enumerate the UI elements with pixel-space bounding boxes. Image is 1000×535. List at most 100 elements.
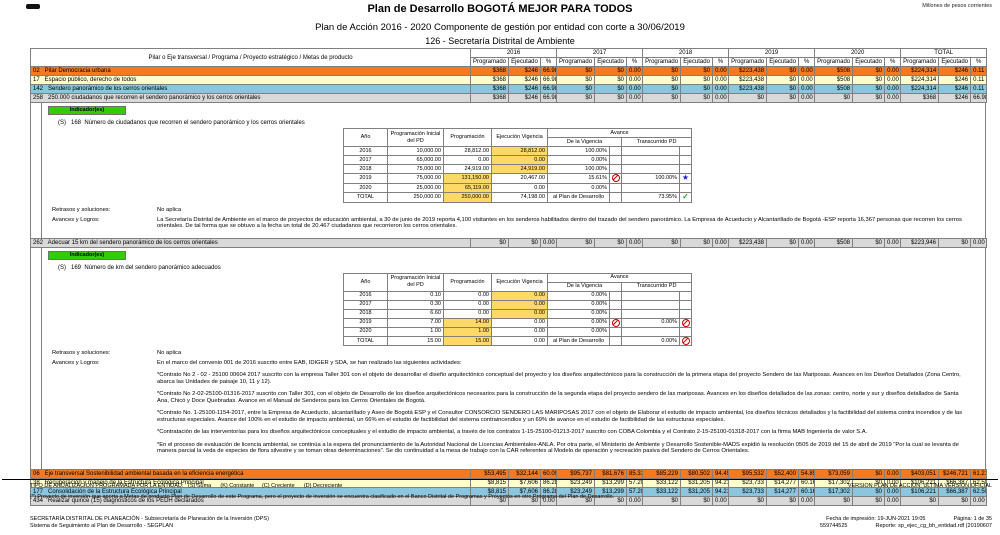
cell-value: $0 xyxy=(680,237,713,248)
cell-value: $368 xyxy=(470,84,509,94)
cell-value: $0 xyxy=(852,84,886,94)
indicator-transcurrido-flag xyxy=(679,326,692,337)
cell-value: $368 xyxy=(470,75,509,85)
indicator-vigencia-flag xyxy=(609,183,622,193)
indicator-table-168: Año Programación Inicial del PD Programa… xyxy=(343,128,692,203)
cell-value: $246 xyxy=(508,93,541,103)
cell-value: $0 xyxy=(852,93,886,103)
col-programacion: Programación xyxy=(443,128,492,147)
group2-table: 06 Eje transversal Sostenibilidad ambien… xyxy=(30,468,987,506)
col-de-la-vigencia: De la Vigencia xyxy=(547,137,622,147)
check-icon xyxy=(682,194,689,202)
no-entry-icon xyxy=(611,174,620,183)
row-label: 434 Realizar quince (15) diagnósticos de… xyxy=(30,495,471,506)
row-label: 17 Espacio público, derecho de todos xyxy=(30,75,471,85)
cell-value: $368 xyxy=(470,93,509,103)
cell-value: 0.00 xyxy=(884,75,902,85)
cell-value: $0 xyxy=(766,84,800,94)
table-row: 17 Espacio público, derecho de todos $368… xyxy=(30,75,988,85)
indicator-prog-inicial: 6.60 xyxy=(387,308,444,319)
cell-value: $0 xyxy=(556,66,596,76)
indicator-programacion: 24,919.00 xyxy=(443,164,492,174)
indicator-programacion: 14.00 xyxy=(443,317,492,328)
cell-value: $0 xyxy=(642,84,682,94)
indicator-avance-vigencia: 0.00% xyxy=(547,290,610,301)
indicator-programacion: 15.00 xyxy=(443,335,492,347)
table-row: 06 Eje transversal Sostenibilidad ambien… xyxy=(30,468,987,479)
cell-value: $0 xyxy=(852,237,885,248)
page-title: Plan de Desarrollo BOGOTÁ MEJOR PARA TOD… xyxy=(367,3,633,15)
report-name: Reporte: sp_ejec_cg_bh_entidad.rdf (2019… xyxy=(875,523,992,529)
cell-value: $0 xyxy=(680,93,714,103)
main-table: Pilar o Eje transversal / Programa / Pro… xyxy=(30,48,988,103)
indicator-year: 2016 xyxy=(343,290,388,301)
cell-value: $0 xyxy=(556,75,596,85)
indicator-programacion: 28,812.00 xyxy=(443,146,492,156)
col-pct: % xyxy=(798,57,816,67)
year-header-2016: 2016 xyxy=(469,48,558,58)
cell-value: 60.09 xyxy=(540,468,557,479)
table-row: 258 250.000 ciudadanos que recorren el s… xyxy=(30,93,988,103)
indicator-row: 2016 10,000.00 28,812.00 28,812.00 100.00% xyxy=(343,146,692,156)
indicator-transcurrido-flag xyxy=(679,155,692,165)
cell-value: $0 xyxy=(680,66,714,76)
cell-value: $223,438 xyxy=(728,66,768,76)
indicator-avance-vigencia: al Plan de Desarrollo xyxy=(547,192,610,203)
cell-value: 0.00 xyxy=(712,84,730,94)
cell-value: $223,946 xyxy=(900,237,939,248)
year-header-total: TOTAL xyxy=(900,48,988,58)
indicator-ejecucion: 74,198.00 xyxy=(491,192,548,203)
cell-value: $0 xyxy=(814,93,854,103)
cell-value: 54.85 xyxy=(798,468,815,479)
cell-value: 0.00 xyxy=(798,237,815,248)
col-pct: % xyxy=(884,57,902,67)
indicator-row: 2020 1.00 1.00 0.00 0.00% xyxy=(343,326,692,337)
cell-value: $508 xyxy=(814,237,853,248)
col-ano: Año xyxy=(343,272,388,292)
avances-row: Avances y Logros: En el marco del conven… xyxy=(52,360,979,367)
cell-value: $224,314 xyxy=(900,84,940,94)
issuer-line-1: SECRETARÍA DISTRITAL DE PLANEACIÓN - Sub… xyxy=(30,516,269,522)
indicator-label: (S) 168 Número de ciudadanos que recorre… xyxy=(58,120,305,126)
cell-value: 0.00 xyxy=(884,84,902,94)
indicator-transcurrido-flag xyxy=(679,183,692,193)
indicator-table-169: Año Programación Inicial del PD Programa… xyxy=(343,272,692,347)
retrasos-label: Retrasos y soluciones: xyxy=(52,350,111,357)
table-row: 142 Sendero panorámico de los cerros ori… xyxy=(30,84,988,94)
cell-value: 66.98 xyxy=(539,93,558,103)
cell-value: 61.21 xyxy=(970,468,987,479)
indicator-ejecucion: 0.00 xyxy=(491,155,548,165)
indicator-row: TOTAL 250,000.00 250,000.00 74,198.00 al Pla… xyxy=(343,192,692,203)
indicator-transcurrido-flag xyxy=(679,173,692,184)
indicator-year: 2019 xyxy=(343,317,388,328)
indicator-prog-inicial: 75,000.00 xyxy=(387,164,444,174)
indicator-prog-inicial: 7.00 xyxy=(387,317,444,328)
cell-value: $246 xyxy=(938,66,972,76)
cell-value: $0 xyxy=(642,66,682,76)
cell-value: $246 xyxy=(508,84,541,94)
cell-value: 0.11 xyxy=(970,66,988,76)
indicator-year: 2020 xyxy=(343,183,388,193)
col-programado: Programado xyxy=(728,57,768,67)
indicator-avance-transcurrido xyxy=(621,290,680,301)
indicator-ejecucion: 0.00 xyxy=(491,290,548,301)
col-ano: Año xyxy=(343,128,388,147)
year-header-2018: 2018 xyxy=(642,48,730,58)
indicator-avance-vigencia: al Plan de Desarrollo xyxy=(547,335,610,347)
col-ejecucion: Ejecución Vigencia xyxy=(491,272,548,292)
indicator-year: 2017 xyxy=(343,299,388,310)
indicator-ejecucion: 0.00 xyxy=(491,317,548,328)
cell-value: $0 xyxy=(556,237,595,248)
indicator-vigencia-flag xyxy=(609,155,622,165)
indicator-programacion: 131,150.00 xyxy=(443,173,492,184)
retrasos-text: No aplica xyxy=(157,350,182,357)
row-label: 142 Sendero panorámico de los cerros ori… xyxy=(30,84,471,94)
col-pct: % xyxy=(539,57,558,67)
cell-value: $0 xyxy=(680,84,714,94)
col-transcurrido-pd: Transcurrido PD xyxy=(621,137,692,147)
cell-value: 0.00 xyxy=(970,495,987,506)
avances-paragraphs: *Contrato No 2 - 02 - 25100 00604 2017 s… xyxy=(48,372,979,455)
cell-value: $246 xyxy=(938,93,972,103)
col-pct: % xyxy=(712,57,730,67)
indicator-block-168: Indicador(es) (S) 168 Número de ciudadan… xyxy=(30,103,986,238)
